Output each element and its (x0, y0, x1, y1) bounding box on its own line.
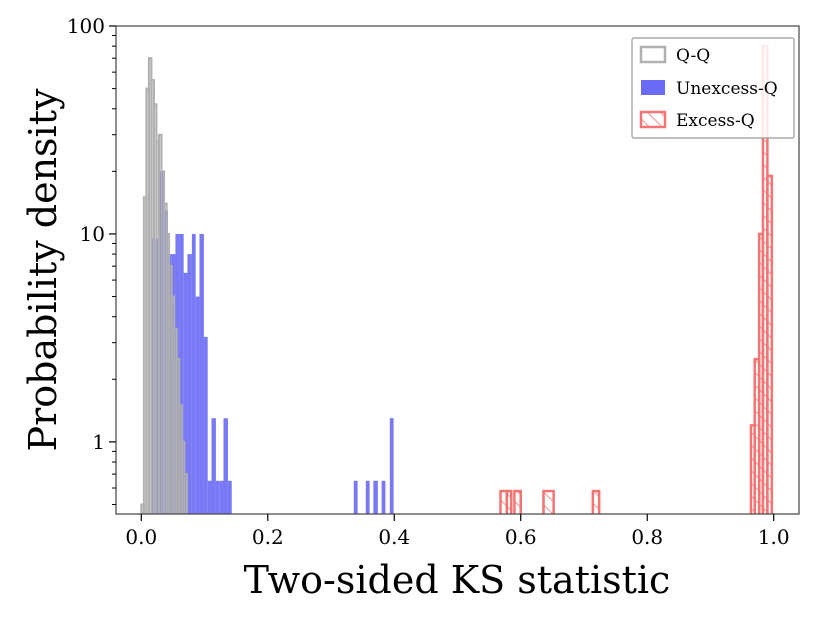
legend: Q-Q Unexcess-Q Excess-Q (631, 37, 795, 139)
legend-label-qq: Q-Q (676, 46, 710, 66)
legend-swatch-unexcess (641, 80, 665, 95)
bar-unexcess-q-15 (211, 418, 216, 514)
bar-unexcess-q-17 (219, 480, 224, 514)
bar-excess-q-2 (513, 489, 522, 514)
legend-swatch-excess (639, 110, 667, 129)
bar-q-q-17 (183, 473, 188, 514)
x-tick-label-1: 0.2 (252, 525, 284, 549)
bar-unexcess-q-12 (199, 233, 204, 514)
bar-unexcess-q-23 (381, 480, 386, 514)
legend-label-unexcess: Unexcess-Q (676, 79, 778, 99)
bar-excess-q-4 (591, 489, 601, 514)
bar-unexcess-q-9 (187, 254, 192, 514)
bar-unexcess-q-8 (183, 272, 188, 514)
x-axis-title: Two-sided KS statistic (244, 558, 671, 602)
bar-unexcess-q-7 (179, 233, 184, 514)
x-tick-label-3: 0.6 (505, 525, 537, 549)
bar-unexcess-q-19 (227, 480, 232, 514)
legend-box (631, 37, 795, 139)
bar-unexcess-q-16 (215, 480, 220, 514)
bar-unexcess-q-24 (389, 418, 394, 514)
legend-label-excess: Excess-Q (676, 111, 755, 131)
y-tick-label-2: 100 (67, 14, 105, 38)
bar-excess-q-9 (766, 174, 774, 514)
y-axis-title: Probability density (21, 88, 65, 451)
bar-unexcess-q-21 (365, 480, 370, 514)
x-tick-label-0: 0.0 (125, 525, 157, 549)
x-tick-label-2: 0.4 (378, 525, 410, 549)
legend-swatch-qq (639, 45, 667, 64)
y-tick-label-1: 10 (80, 222, 105, 246)
bar-unexcess-q-13 (203, 336, 208, 514)
x-tick-label-4: 0.8 (631, 525, 663, 549)
y-tick-label-0: 1 (92, 430, 105, 454)
bar-excess-q-3 (542, 489, 555, 514)
bar-unexcess-q-22 (373, 480, 378, 514)
x-tick-label-5: 1.0 (758, 525, 790, 549)
bar-unexcess-q-18 (223, 418, 228, 514)
bar-unexcess-q-14 (207, 480, 212, 514)
bar-excess-q-1 (505, 489, 513, 514)
bar-unexcess-q-10 (191, 233, 196, 514)
bar-unexcess-q-20 (353, 480, 358, 514)
bar-unexcess-q-11 (195, 296, 200, 514)
plot-frame (115, 25, 800, 515)
